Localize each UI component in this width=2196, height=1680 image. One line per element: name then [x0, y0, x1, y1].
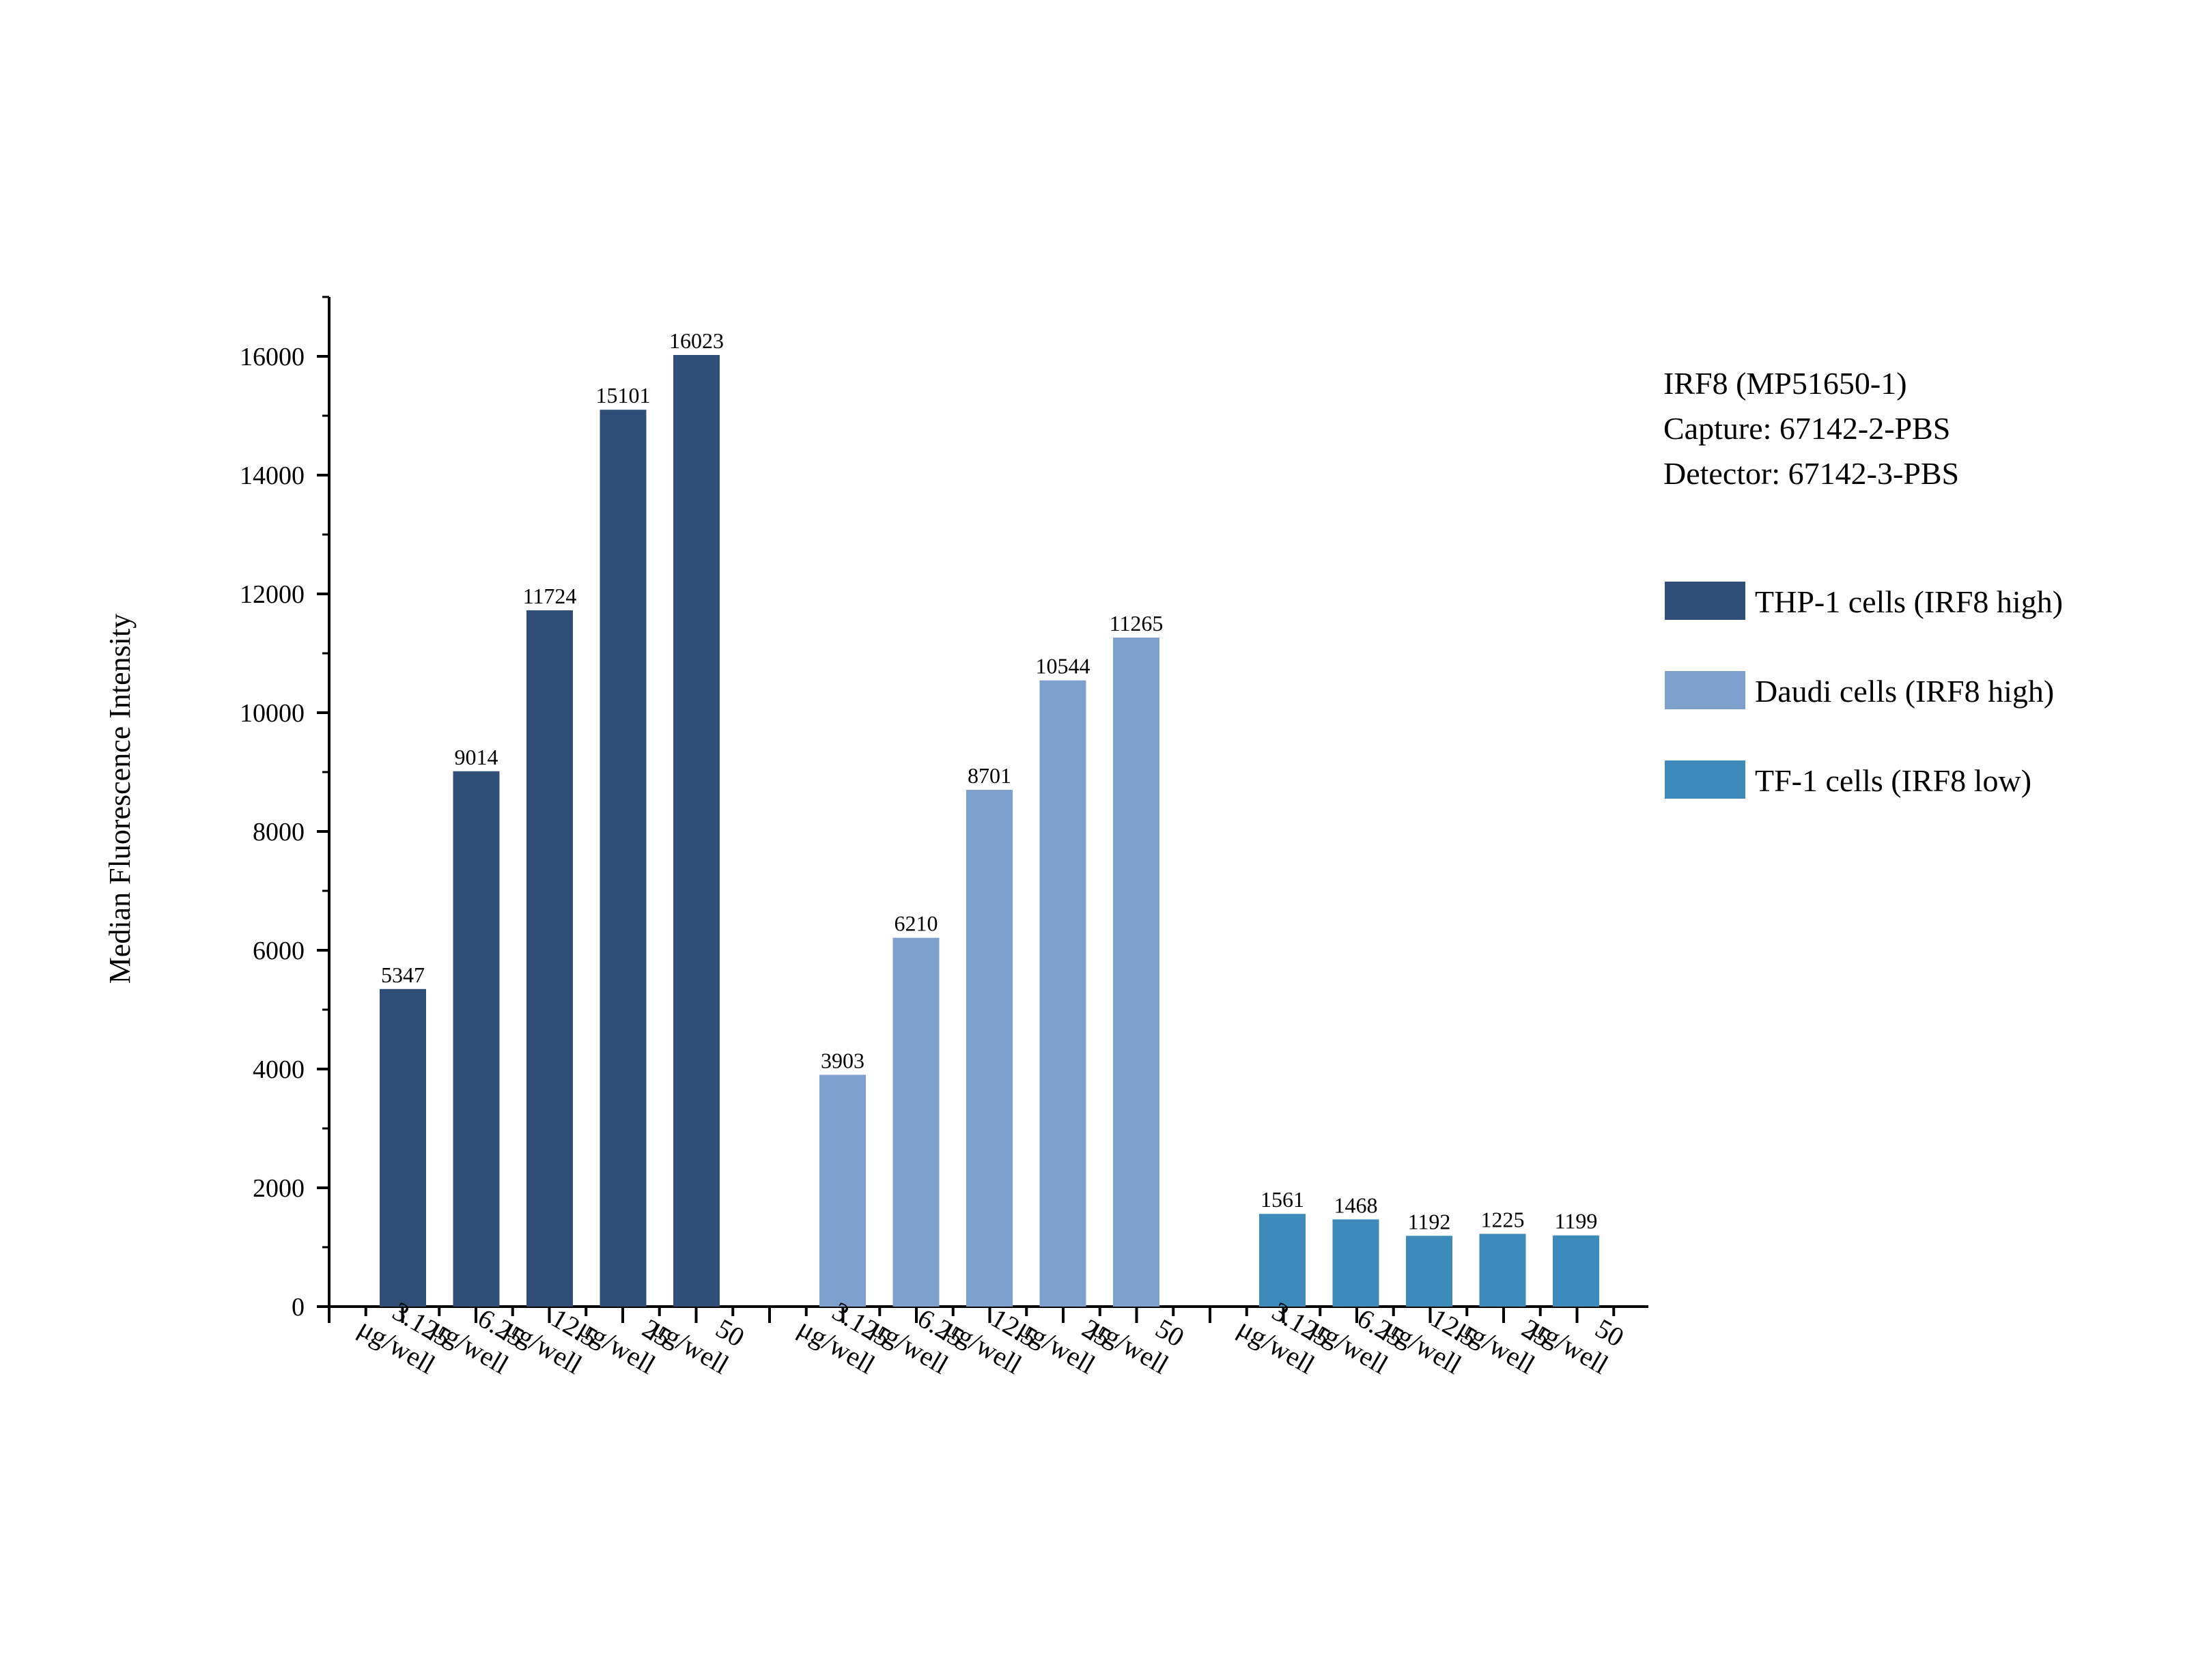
data-labels: 5347 9014 11724 15101 16023 3903 6210 8701 10544…: [381, 328, 1597, 1234]
info-line: IRF8 (MP51650-1): [1663, 366, 1907, 401]
y-tick-label: 6000: [253, 937, 305, 965]
data-label: 10544: [1036, 654, 1090, 679]
info-line: Detector: 67142-3-PBS: [1663, 456, 1959, 491]
y-tick-label: 10000: [240, 699, 305, 728]
legend-label: Daudi cells (IRF8 high): [1755, 674, 2054, 709]
data-label: 11724: [523, 584, 577, 608]
bar: [1479, 1234, 1526, 1307]
y-tick-label: 8000: [253, 818, 305, 846]
bar: [1406, 1236, 1452, 1307]
data-label: 5347: [381, 963, 425, 987]
bar: [1553, 1235, 1599, 1307]
bar: [966, 790, 1013, 1307]
bar: [1113, 637, 1159, 1307]
bar: [526, 610, 573, 1307]
bar: [380, 988, 426, 1307]
bar: [1332, 1219, 1379, 1307]
bars: [380, 354, 1599, 1307]
legend-label: THP-1 cells (IRF8 high): [1755, 584, 2063, 619]
data-label: 11265: [1110, 611, 1164, 636]
data-label: 6210: [895, 911, 938, 936]
data-label: 1225: [1481, 1207, 1525, 1231]
bar: [453, 771, 500, 1307]
data-label: 1199: [1555, 1209, 1598, 1234]
data-label: 3903: [821, 1048, 864, 1072]
y-tick-label: 16000: [240, 343, 305, 371]
data-label: 8701: [968, 763, 1011, 788]
y-tick-label: 0: [292, 1293, 305, 1322]
legend-swatch: [1665, 582, 1745, 620]
y-tick-label: 2000: [253, 1174, 305, 1203]
data-label: 1192: [1408, 1209, 1451, 1234]
bar: [600, 410, 647, 1307]
info-text: IRF8 (MP51650-1) Capture: 67142-2-PBS Dete…: [1663, 366, 1959, 491]
y-axis-title: Median Fluorescence Intensity: [103, 614, 137, 984]
bar: [1259, 1214, 1306, 1307]
data-label: 15101: [596, 383, 651, 408]
data-label: 1561: [1261, 1187, 1304, 1212]
bar: [819, 1074, 866, 1307]
bar: [892, 937, 940, 1307]
data-label: 9014: [455, 745, 498, 769]
y-axis: 0 2000 4000 6000 8000 10000 12000 14000 16000: [240, 296, 330, 1322]
data-label: 1468: [1334, 1193, 1378, 1217]
bar: [673, 354, 720, 1307]
info-line: Capture: 67142-2-PBS: [1663, 411, 1950, 446]
y-tick-label: 14000: [240, 461, 305, 490]
legend: THP-1 cells (IRF8 high) Daudi cells (IRF8…: [1665, 582, 2063, 799]
y-tick-label: 4000: [253, 1055, 305, 1084]
bar: [1039, 680, 1086, 1307]
data-label: 16023: [669, 328, 724, 353]
legend-swatch: [1665, 671, 1745, 709]
legend-swatch: [1665, 760, 1745, 799]
legend-label: TF-1 cells (IRF8 low): [1755, 763, 2031, 798]
y-tick-label: 12000: [240, 580, 305, 609]
